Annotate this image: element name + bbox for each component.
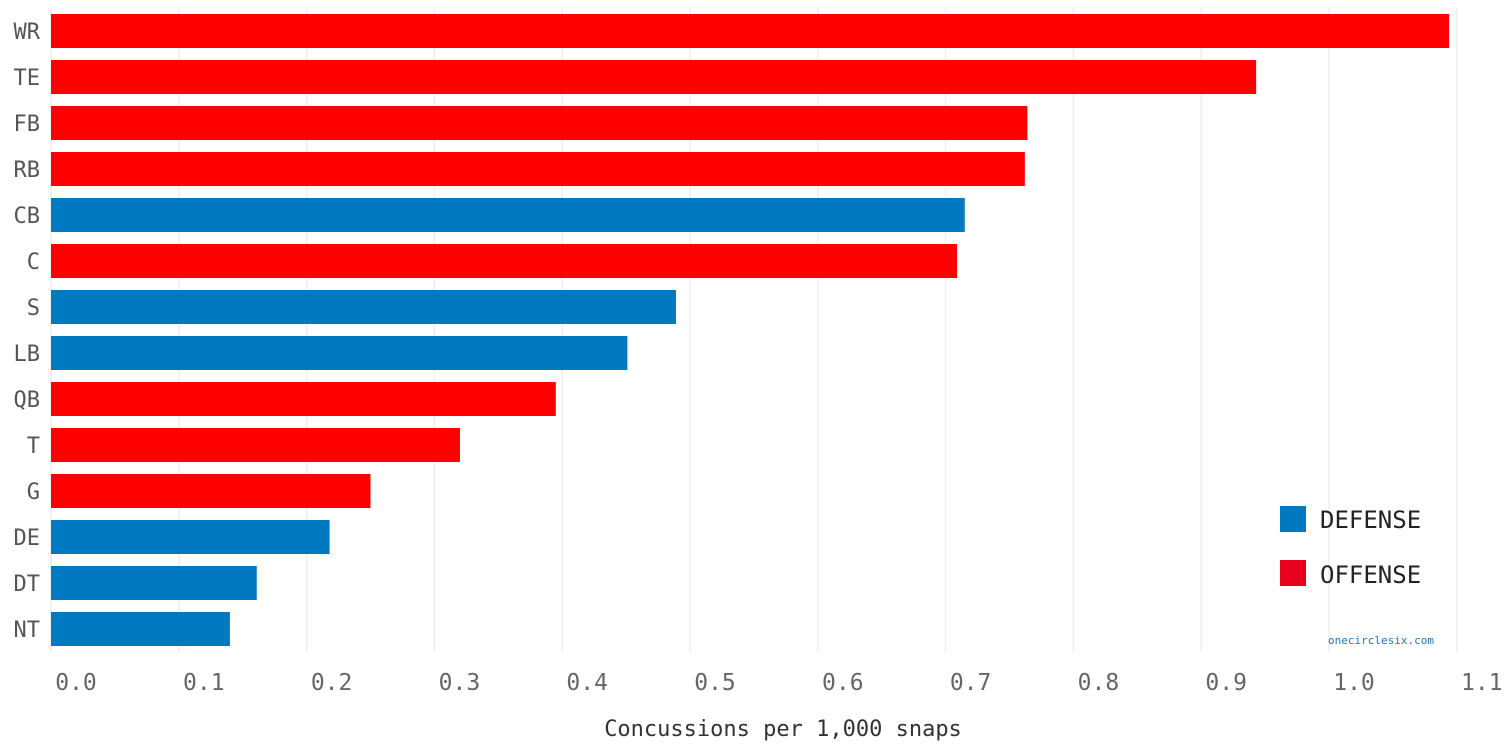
y-tick-label-g: G <box>27 480 40 505</box>
gridlines <box>50 8 1458 652</box>
bar-t <box>51 428 460 462</box>
x-tick-label: 0.3 <box>439 670 481 696</box>
bar-g <box>51 474 371 508</box>
y-tick-label-nt: NT <box>14 618 41 643</box>
x-tick-label: 0.1 <box>183 670 225 696</box>
legend-swatch-offense <box>1280 560 1306 586</box>
bar-dt <box>51 566 257 600</box>
y-tick-label-c: C <box>27 250 40 275</box>
y-tick-label-t: T <box>27 434 40 459</box>
y-tick-label-lb: LB <box>14 342 41 367</box>
bar-cb <box>51 198 965 232</box>
x-tick-label: 1.1 <box>1461 670 1503 696</box>
x-tick-label: 0.4 <box>566 670 608 696</box>
bar-lb <box>51 336 628 370</box>
bar-s <box>51 290 676 324</box>
bar-nt <box>51 612 230 646</box>
x-tick-label: 0.0 <box>55 670 97 696</box>
y-tick-label-fb: FB <box>14 112 41 137</box>
bar-de <box>51 520 330 554</box>
x-tick-label: 0.9 <box>1205 670 1247 696</box>
credit-text: onecirclesix.com <box>1328 634 1434 647</box>
x-tick-label: 0.2 <box>311 670 353 696</box>
legend: DEFENSE OFFENSE <box>1280 506 1421 589</box>
x-axis-label: Concussions per 1,000 snaps <box>604 717 962 742</box>
y-tick-labels: WR TE FB RB CB CS LB QB TG DE DT NT <box>14 20 41 643</box>
y-tick-label-de: DE <box>14 526 41 551</box>
y-tick-label-wr: WR <box>14 20 41 45</box>
x-tick-label: 1.0 <box>1333 670 1375 696</box>
x-tick-label: 0.6 <box>822 670 864 696</box>
y-tick-label-rb: RB <box>14 158 41 183</box>
y-tick-label-s: S <box>27 296 40 321</box>
bar-wr <box>51 14 1450 48</box>
x-tick-label: 0.8 <box>1078 670 1120 696</box>
bar-c <box>51 244 958 278</box>
bar-rb <box>51 152 1025 186</box>
bar-qb <box>51 382 556 416</box>
legend-swatch-defense <box>1280 506 1306 532</box>
y-tick-label-te: TE <box>14 66 41 91</box>
bars <box>51 14 1450 646</box>
y-tick-label-dt: DT <box>14 572 41 597</box>
x-tick-label: 0.5 <box>694 670 736 696</box>
x-tick-labels: 0.0 0.1 0.2 0.3 0.4 0.5 0.6 0.7 0.8 0.9 1.0 1.1 <box>55 670 1502 696</box>
x-tick-label: 0.7 <box>950 670 992 696</box>
y-tick-label-cb: CB <box>14 204 41 229</box>
legend-label-offense: OFFENSE <box>1320 561 1421 589</box>
y-tick-label-qb: QB <box>14 388 41 413</box>
bar-te <box>51 60 1257 94</box>
legend-label-defense: DEFENSE <box>1320 506 1421 534</box>
bar-fb <box>51 106 1028 140</box>
